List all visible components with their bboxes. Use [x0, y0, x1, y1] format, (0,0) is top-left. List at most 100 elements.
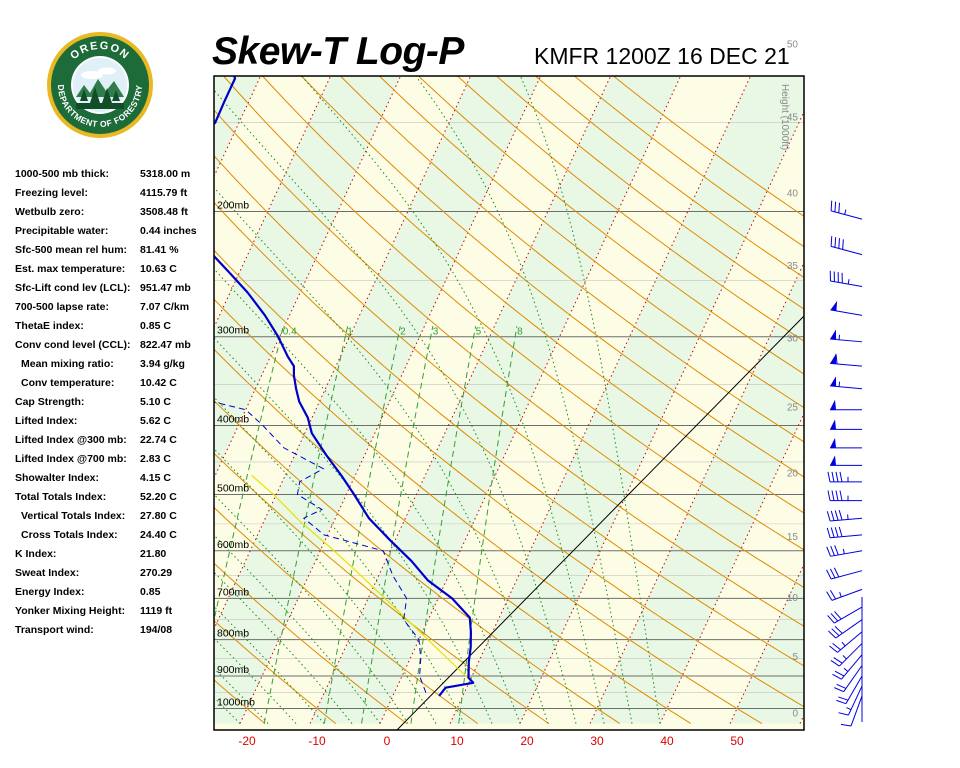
chart-title: Skew-T Log-P — [212, 30, 464, 73]
isotherm-line — [214, 76, 472, 630]
wind-barb-column — [826, 200, 863, 727]
temperature-tick-label: 40 — [660, 734, 674, 748]
wind-barb-feather — [830, 236, 833, 247]
wind-barb-staff — [845, 675, 863, 704]
wind-barb-feather — [836, 699, 847, 705]
moist-adiabat-line — [214, 268, 521, 724]
temperature-band — [0, 0, 24, 724]
wind-barb — [826, 545, 863, 557]
isotherm-line — [309, 76, 612, 724]
stat-label: Energy Index: — [15, 586, 85, 598]
pressure-level-label: 500mb — [217, 482, 249, 494]
pressure-level-label: 700mb — [217, 586, 249, 598]
pressure-level-label: 400mb — [217, 414, 249, 426]
stat-value: 27.80 C — [140, 510, 177, 522]
mixing-ratio-line — [361, 326, 434, 724]
wind-barb-pennant — [830, 419, 836, 430]
wind-barb-feather — [831, 471, 835, 482]
temperature-tick-label: -20 — [238, 734, 256, 748]
wind-barb-feather — [832, 673, 842, 680]
wind-barb-staff — [834, 606, 863, 624]
pressure-level-label: 600mb — [217, 539, 249, 551]
oregon-forestry-logo: OREGON DEPARTMENT OF FORESTRY — [46, 31, 154, 144]
pressure-level-label: 900mb — [217, 664, 249, 676]
isotherm-line — [799, 713, 804, 724]
isotherm-line — [589, 261, 804, 724]
wind-barb-feather — [830, 659, 840, 667]
stat-label: Conv temperature: — [21, 377, 115, 389]
wind-barb-half-feather — [844, 209, 847, 215]
pressure-level-label: 300mb — [217, 325, 249, 337]
wind-barb-pennant — [830, 437, 836, 448]
wind-barb-half-feather — [841, 641, 846, 647]
wind-barb-staff — [830, 280, 863, 288]
station-time-label: KMFR 1200Z 16 DEC 21 — [534, 43, 790, 69]
dry-adiabat-line — [214, 298, 763, 725]
mixing-ratio-line — [323, 326, 401, 724]
wind-barb-pennant — [830, 399, 836, 410]
wind-barb-half-feather — [846, 707, 852, 711]
wind-barb-feather — [832, 643, 841, 651]
height-tick-label: 30 — [787, 334, 799, 345]
wind-barb-staff — [830, 570, 863, 580]
wind-barb — [828, 619, 863, 639]
stat-label: Wetbulb zero: — [15, 206, 85, 218]
wind-barb-feather — [834, 201, 837, 212]
wind-barb — [827, 490, 862, 502]
temperature-tick-label: 0 — [384, 734, 391, 748]
dry-adiabat-line — [214, 452, 550, 725]
wind-barb-feather — [829, 590, 837, 600]
mixing-ratio-label: 2 — [400, 327, 406, 338]
temperature-tick-label: 20 — [520, 734, 534, 748]
wind-barb-feather — [827, 615, 835, 624]
wind-barb — [830, 300, 863, 316]
wind-barb-feather — [839, 490, 843, 501]
wind-barb-feather — [834, 545, 839, 556]
pressure-level-label: 1000mb — [217, 697, 255, 709]
dry-adiabat-line — [261, 76, 804, 514]
wind-barb-feather — [827, 471, 831, 482]
wind-barb-staff — [830, 550, 863, 557]
wind-barb-feather — [834, 670, 845, 677]
stat-value: 10.63 C — [140, 263, 177, 275]
stat-label: Lifted Index: — [15, 415, 78, 427]
wind-barb-feather — [835, 471, 839, 482]
wind-barb-feather — [828, 630, 837, 639]
stat-value: 22.74 C — [140, 434, 177, 446]
dry-adiabat-line — [0, 0, 194, 724]
dry-adiabat-line — [214, 155, 804, 627]
stat-label: ThetaE index: — [15, 320, 84, 332]
wind-barb-feather — [831, 490, 835, 501]
stat-label: Yonker Mixing Height: — [15, 605, 126, 617]
moist-adiabat-line — [519, 76, 661, 724]
stat-label: Cross Totals Index: — [21, 529, 118, 541]
stat-value: 194/08 — [140, 624, 173, 636]
stat-value: 3.94 g/kg — [140, 358, 185, 370]
isotherm-line — [729, 562, 804, 724]
wind-barb — [830, 643, 863, 667]
temperature-band — [214, 76, 541, 724]
wind-barb-feather — [830, 200, 833, 211]
plot-area: 0.4 1 2 3 5 8 — [0, 0, 804, 730]
dry-adiabat-line — [214, 348, 692, 725]
wind-barb-feather — [834, 527, 839, 538]
dry-adiabat-line — [417, 76, 804, 375]
stat-value: 5318.00 m — [140, 168, 191, 180]
wind-barb-feather — [839, 471, 843, 482]
isotherm-line — [0, 0, 24, 724]
temperature-tick-label: -10 — [308, 734, 326, 748]
stat-label: Sfc-500 mean rel hum: — [15, 244, 128, 256]
mixing-ratio-label: 5 — [476, 327, 482, 338]
stat-label: Total Totals Index: — [15, 491, 107, 503]
stat-label: K Index: — [15, 548, 57, 560]
wind-barb — [830, 419, 862, 430]
wind-barb-staff — [831, 588, 863, 601]
wind-barb-pennant — [830, 455, 836, 466]
wind-barb-half-feather — [843, 667, 849, 672]
moist-adiabat-line — [300, 76, 605, 724]
stat-value: 4115.79 ft — [140, 187, 188, 199]
stat-value: 822.47 mb — [140, 339, 191, 351]
stat-value: 21.80 — [140, 548, 167, 560]
wind-barb-feather — [834, 626, 843, 634]
